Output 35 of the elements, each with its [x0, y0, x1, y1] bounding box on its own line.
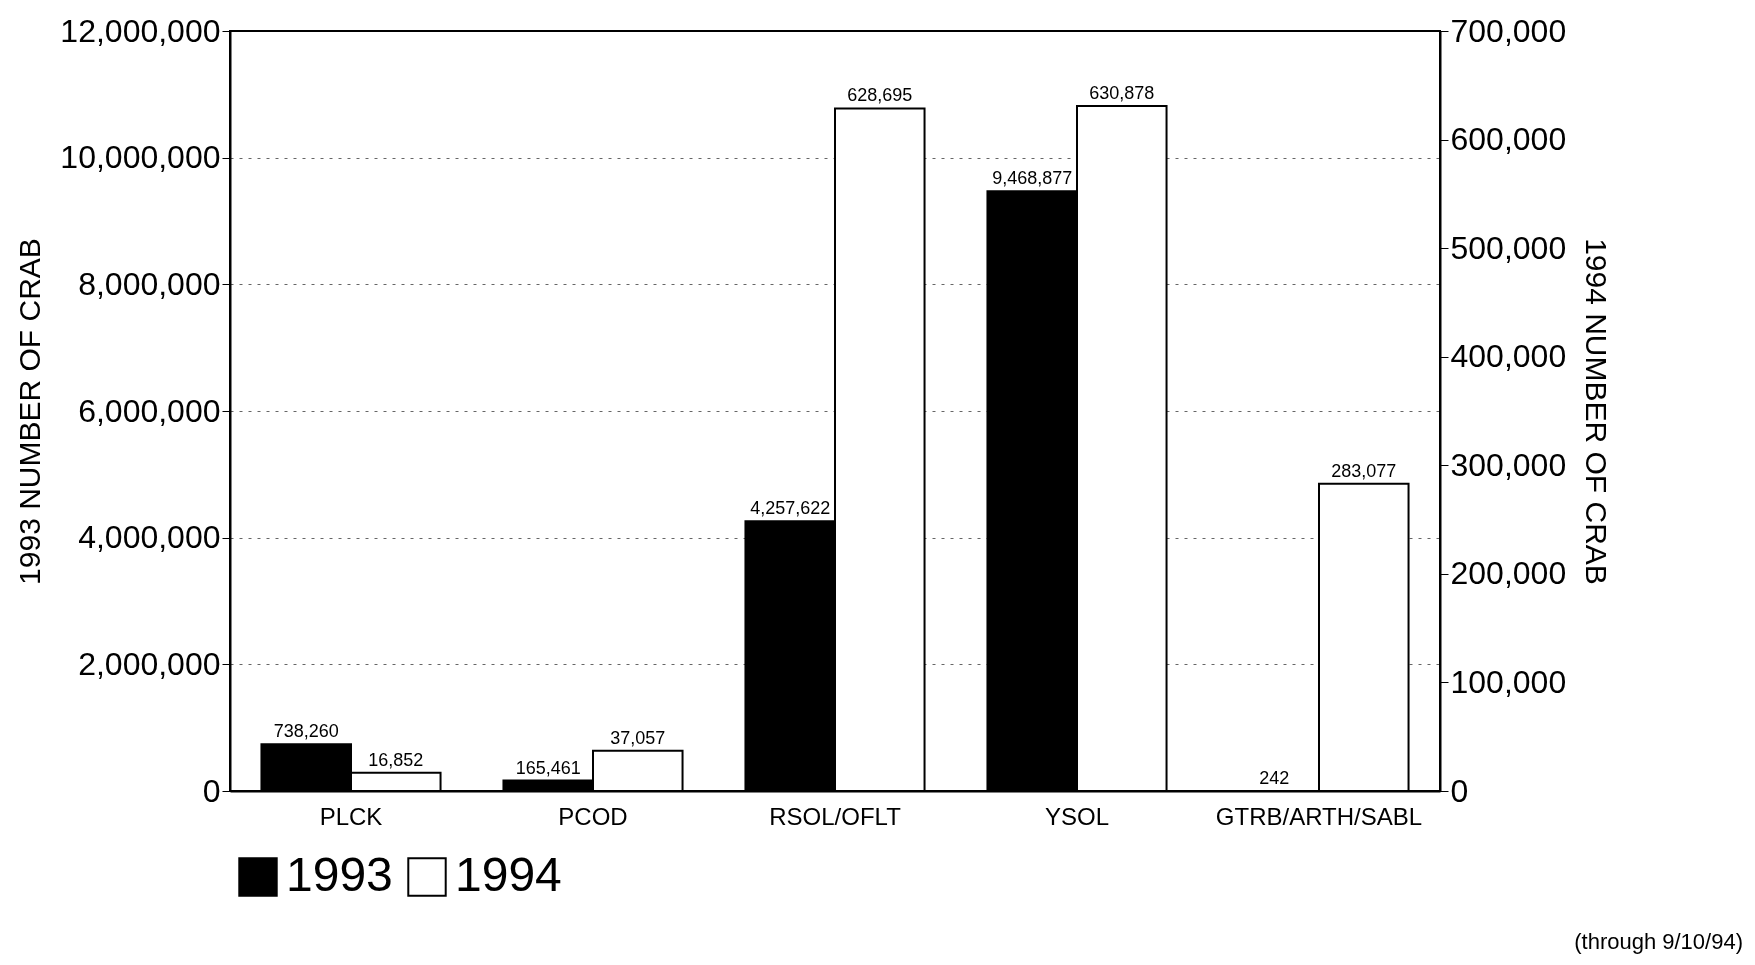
- legend-label: 1993: [286, 848, 393, 901]
- data-label: 16,852: [368, 749, 424, 770]
- y2-tick-label: 300,000: [1450, 446, 1567, 483]
- y-axis-title: 1993 NUMBER OF CRAB: [13, 238, 47, 585]
- data-label: 283,077: [1331, 460, 1397, 481]
- y2-tick-label: 500,000: [1450, 229, 1567, 266]
- y2-tick-label: 0: [1450, 772, 1469, 809]
- data-label: 4,257,622: [750, 498, 831, 519]
- y-tick-label: 6,000,000: [78, 392, 221, 429]
- y2-tick-label: 600,000: [1450, 121, 1567, 158]
- y-tick-label: 0: [202, 772, 221, 809]
- legend-label: 1994: [455, 848, 562, 901]
- data-label: 242: [1259, 767, 1290, 788]
- y2-tick-label: 400,000: [1450, 338, 1567, 375]
- y2-axis-title: 1994 NUMBER OF CRAB: [1580, 238, 1614, 585]
- y2-tick-label: 700,000: [1450, 12, 1567, 49]
- data-label: 9,468,877: [992, 168, 1073, 189]
- data-label: 628,695: [847, 85, 913, 106]
- text: (through 9/10/94): [1574, 929, 1743, 955]
- x-tick-label: YSOL: [1044, 802, 1110, 830]
- y-tick-label: 2,000,000: [78, 645, 221, 682]
- data-label: 630,878: [1089, 83, 1155, 104]
- data-label: 165,461: [515, 757, 581, 778]
- x-tick-label: RSOL/OFLT: [769, 802, 902, 830]
- y-tick-label: 4,000,000: [78, 519, 221, 556]
- y-tick-label: 10,000,000: [60, 139, 221, 176]
- data-label: 738,260: [273, 721, 339, 742]
- y2-tick-label: 100,000: [1450, 663, 1567, 700]
- x-tick-label: GTRB/ARTH/SABL: [1215, 802, 1423, 830]
- data-label: 37,057: [610, 727, 666, 748]
- x-tick-label: PCOD: [558, 802, 628, 830]
- y-tick-label: 8,000,000: [78, 265, 221, 302]
- x-tick-label: PLCK: [319, 802, 383, 830]
- y-tick-label: 12,000,000: [60, 12, 221, 49]
- y2-tick-label: 200,000: [1450, 555, 1567, 592]
